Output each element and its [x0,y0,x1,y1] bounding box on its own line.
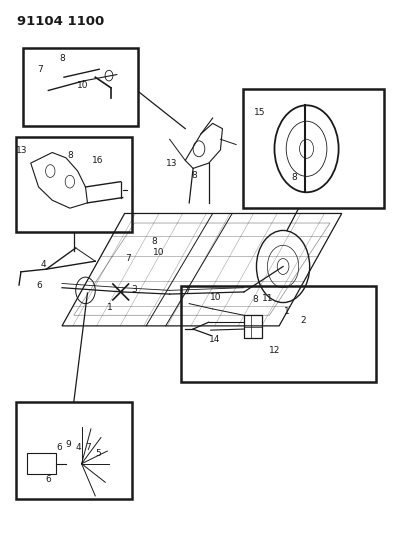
Text: 8: 8 [252,295,258,304]
Text: 10: 10 [153,248,165,257]
Text: 13: 13 [166,159,177,167]
Bar [27,453,56,474]
Text: 4: 4 [76,443,81,453]
Bar [16,402,132,499]
Text: 14: 14 [209,335,220,344]
Text: 13: 13 [16,147,28,156]
Text: 7: 7 [126,254,132,263]
Bar [243,89,384,208]
Text: 1: 1 [107,303,113,312]
Bar [180,286,376,382]
Text: 7: 7 [184,287,190,296]
Text: 1: 1 [284,307,290,316]
Text: 8: 8 [291,173,297,182]
Text: 11: 11 [262,294,273,303]
Text: 91104 1100: 91104 1100 [17,15,104,28]
Text: 6: 6 [56,443,62,453]
Text: 12: 12 [269,346,280,355]
Bar [23,47,138,126]
Text: 9: 9 [66,440,72,449]
Text: 10: 10 [210,293,221,302]
Text: 16: 16 [92,156,104,165]
Text: 15: 15 [254,108,265,117]
Text: 2: 2 [301,316,306,325]
Text: 6: 6 [45,475,51,484]
Text: 10: 10 [76,80,88,90]
Text: 8: 8 [151,237,157,246]
Text: 8: 8 [67,151,73,160]
Text: 8: 8 [59,54,65,62]
Text: 8: 8 [191,171,197,180]
Text: 6: 6 [37,281,43,290]
Bar [16,137,132,231]
Text: 7: 7 [37,64,43,74]
Text: 3: 3 [132,285,137,294]
Text: 5: 5 [95,449,101,458]
Text: 7: 7 [85,443,91,453]
Text: 4: 4 [41,260,46,269]
